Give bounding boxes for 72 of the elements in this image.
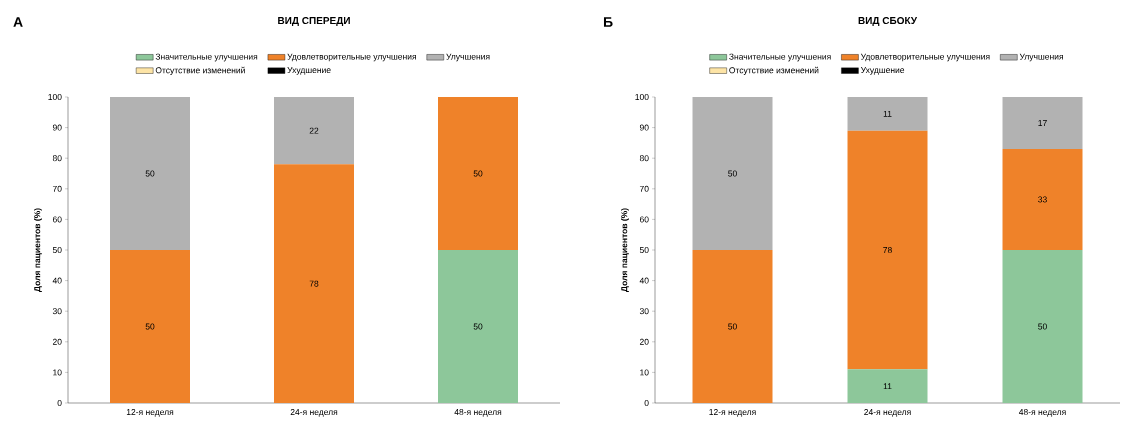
y-tick-label: 50: [639, 246, 649, 253]
bar: [274, 97, 354, 165]
data-label: 50: [145, 323, 155, 330]
bar: [110, 97, 190, 250]
y-tick-label: 40: [52, 277, 62, 284]
x-tick-label: 12-я неделя: [709, 409, 756, 417]
y-tick-label: 20: [52, 338, 62, 345]
x-tick-label: 48-я неделя: [454, 409, 502, 417]
data-label: 11: [883, 383, 892, 390]
bar: [438, 250, 518, 403]
y-tick-label: 0: [644, 399, 649, 406]
data-label: 50: [145, 170, 155, 177]
data-label: 50: [728, 323, 737, 330]
legend-label: Ухудшение: [860, 67, 905, 75]
y-tick-label: 100: [635, 93, 649, 100]
legend-label: Отсутствие изменений: [155, 66, 245, 75]
data-label: 78: [883, 246, 892, 253]
legend-label: Значительные улучшения: [155, 53, 258, 62]
chart-title: ВИД СПЕРЕДИ: [278, 17, 350, 26]
x-tick-label: 24-я неделя: [864, 409, 911, 417]
y-tick-label: 30: [639, 308, 649, 315]
y-tick-label: 20: [639, 338, 649, 345]
data-label: 11: [883, 110, 892, 117]
bar: [1002, 97, 1083, 150]
bar: [274, 164, 354, 403]
y-axis-title: Доля пациентов (%): [34, 208, 42, 292]
data-label: 50: [473, 323, 483, 330]
y-tick-label: 30: [52, 308, 62, 315]
y-tick-label: 70: [52, 185, 62, 192]
y-tick-label: 90: [639, 124, 649, 131]
bar: [1002, 250, 1083, 403]
data-label: 50: [1038, 323, 1047, 330]
y-tick-label: 70: [639, 185, 649, 192]
y-tick-label: 40: [639, 277, 649, 284]
legend-label: Удовлетворительные улучшения: [287, 53, 416, 62]
bar: [847, 130, 928, 370]
text: Б: [603, 17, 613, 27]
y-tick-label: 80: [639, 155, 649, 162]
x-tick-label: 12-я неделя: [126, 409, 174, 417]
y-tick-label: 10: [53, 369, 62, 376]
legend-label: Значительные улучшения: [729, 53, 831, 62]
y-tick-label: 0: [57, 399, 62, 406]
bar: [438, 97, 518, 250]
data-label: 17: [1038, 120, 1047, 126]
bar: [692, 250, 773, 403]
y-tick-label: 80: [52, 155, 62, 162]
legend-label: Улучшения: [1019, 53, 1063, 62]
bar: [692, 97, 773, 250]
data-label: 22: [309, 127, 319, 134]
bar: [847, 369, 928, 403]
data-label: 78: [309, 280, 319, 287]
x-tick-label: 48-я неделя: [1018, 409, 1066, 417]
bar: [847, 97, 928, 131]
data-label: 33: [1038, 196, 1047, 203]
y-tick-label: 100: [48, 93, 62, 100]
y-tick-label: 50: [52, 246, 62, 253]
y-tick-label: 60: [52, 216, 62, 223]
y-axis-title: Доля пациентов (%): [621, 208, 629, 292]
y-tick-label: 10: [640, 369, 649, 376]
legend-label: Отсутствие изменений: [729, 66, 819, 75]
bar: [1002, 149, 1083, 250]
legend-label: Улучшения: [446, 53, 490, 62]
x-tick-label: 24-я неделя: [290, 409, 338, 417]
text: А: [13, 17, 23, 27]
bar: [110, 250, 190, 403]
data-label: 50: [473, 170, 483, 177]
legend-label: Удовлетворительные улучшения: [860, 53, 990, 62]
data-label: 50: [728, 170, 737, 177]
legend-label: Ухудшение: [287, 67, 331, 75]
y-tick-label: 60: [639, 216, 649, 223]
y-tick-label: 90: [52, 124, 62, 131]
chart-title: ВИД СБОКУ: [858, 17, 918, 26]
